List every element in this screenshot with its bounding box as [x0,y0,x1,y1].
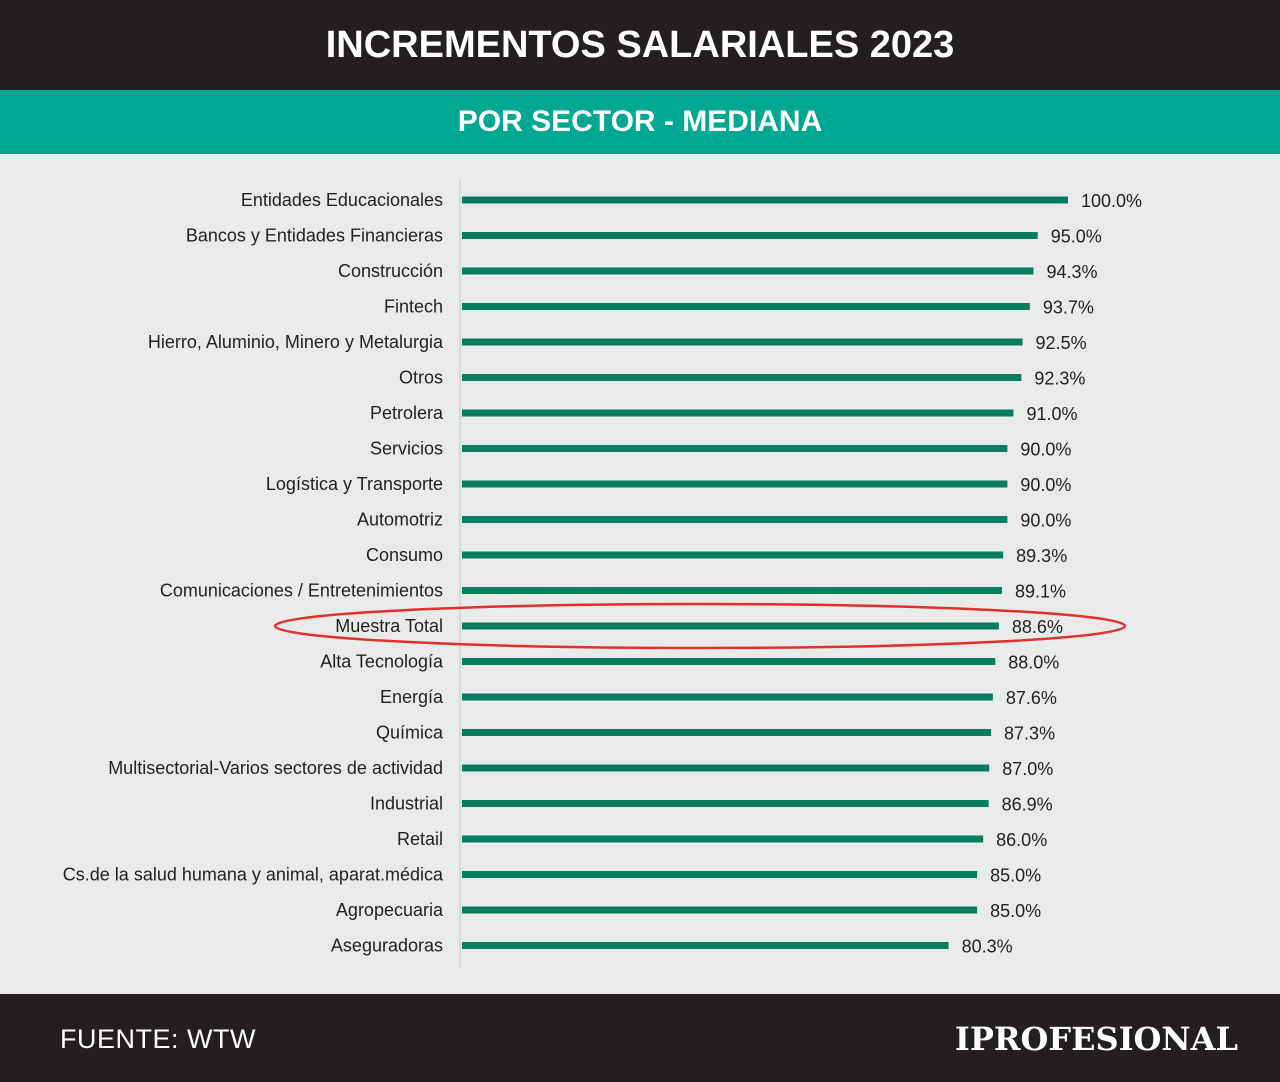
bar [462,622,999,630]
data-label: 80.3% [962,937,1013,957]
data-label: 86.0% [996,830,1047,850]
data-label: 90.0% [1020,511,1071,531]
bar [462,196,1068,204]
category-label: Otros [399,368,443,388]
category-label: Automotriz [357,510,443,530]
data-label: 100.0% [1081,191,1142,211]
data-label: 88.0% [1008,653,1059,673]
category-label: Química [376,723,444,743]
bar [462,764,990,772]
category-label: Muestra Total [335,616,443,636]
data-label: 94.3% [1046,262,1097,282]
category-label: Cs.de la salud humana y animal, aparat.m… [63,865,444,885]
source-label: FUENTE: WTW [60,1024,256,1054]
chart-footer: FUENTE: WTW IPROFESIONAL [0,994,1280,1082]
brand-logo: IPROFESIONAL [954,1020,1238,1058]
bar [462,871,978,878]
data-label: 87.0% [1002,759,1053,779]
bar [462,480,1008,488]
category-label: Industrial [370,794,443,814]
data-label: 92.5% [1036,333,1087,353]
bar-chart: Entidades Educacionales 100.0% Bancos y En… [63,180,1142,968]
category-label: Agropecuaria [336,900,444,920]
category-label: Consumo [366,545,443,565]
data-label: 87.6% [1006,688,1057,708]
bar [462,338,1023,346]
category-label: Bancos y Entidades Financieras [186,226,443,246]
bars-group: Entidades Educacionales 100.0% Bancos y En… [63,180,1142,968]
chart-header: INCREMENTOS SALARIALES 2023 [0,0,1280,90]
category-label: Energía [380,687,444,707]
bar [462,303,1030,310]
bar [462,658,996,665]
bar [462,445,1008,452]
category-label: Servicios [370,439,443,459]
data-label: 92.3% [1034,369,1085,389]
category-label: Entidades Educacionales [241,190,443,210]
bar [462,267,1034,275]
chart-title: INCREMENTOS SALARIALES 2023 [325,23,955,66]
data-label: 89.1% [1015,582,1066,602]
category-label: Fintech [384,297,443,317]
data-label: 85.0% [990,901,1041,921]
category-label: Comunicaciones / Entretenimientos [160,581,443,601]
bar [462,516,1008,523]
data-label: 89.3% [1016,546,1067,566]
data-label: 90.0% [1020,475,1071,495]
chart-subheader: POR SECTOR - MEDIANA [0,90,1280,154]
data-label: 86.9% [1002,795,1053,815]
data-label: 95.0% [1051,227,1102,247]
category-label: Construcción [338,261,443,281]
bar [462,374,1022,381]
data-label: 90.0% [1020,440,1071,460]
bar [462,800,989,807]
category-label: Multisectorial-Varios sectores de activi… [108,758,443,778]
chart-subtitle: POR SECTOR - MEDIANA [457,105,823,138]
data-label: 85.0% [990,866,1041,886]
highlight-ellipse [273,602,1127,650]
category-label: Petrolera [370,403,444,423]
bar [462,906,978,914]
bar [462,693,993,701]
data-label: 88.6% [1012,617,1063,637]
category-label: Logística y Transporte [266,474,443,494]
bar [462,232,1038,239]
data-label: 87.3% [1004,724,1055,744]
bar [462,835,984,843]
bar [462,587,1002,594]
bar [462,729,992,736]
data-label: 91.0% [1026,404,1077,424]
bar [462,409,1014,417]
category-label: Hierro, Aluminio, Minero y Metalurgia [148,332,444,352]
category-label: Retail [397,829,443,849]
bar [462,942,949,949]
category-label: Alta Tecnología [320,652,444,672]
data-label: 93.7% [1043,298,1094,318]
category-label: Aseguradoras [331,936,443,956]
bar [462,551,1004,559]
